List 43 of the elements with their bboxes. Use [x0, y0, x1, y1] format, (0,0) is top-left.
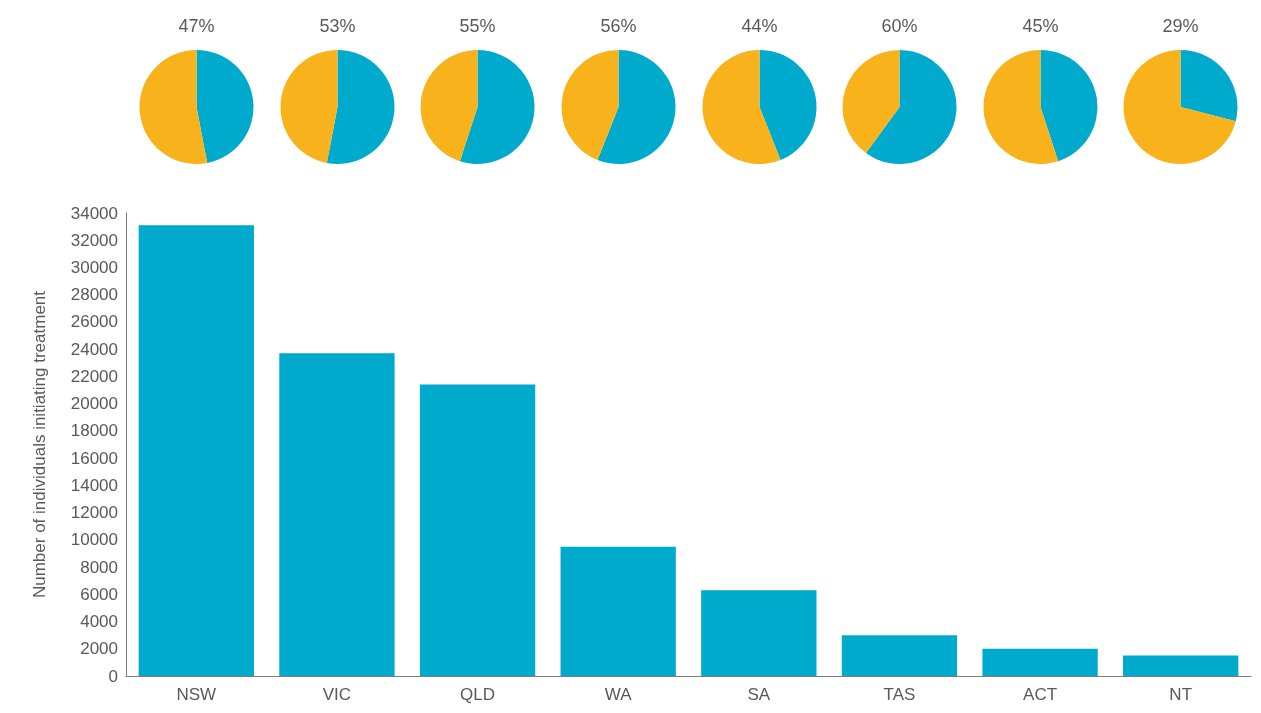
bar [138, 225, 254, 676]
y-tick-label: 26000 [70, 312, 118, 332]
y-tick-label: 14000 [70, 475, 118, 495]
y-tick-label: 12000 [70, 503, 118, 523]
y-tick-label: 4000 [80, 612, 118, 632]
y-tick-label: 0 [108, 666, 118, 686]
y-tick-label: 16000 [70, 448, 118, 468]
y-tick-label: 24000 [70, 339, 118, 359]
x-tick-label: SA [747, 685, 771, 704]
y-tick-label: 8000 [80, 557, 118, 577]
bar [1123, 655, 1239, 676]
y-tick-label: 20000 [70, 394, 118, 414]
bar [982, 648, 1098, 676]
chart-title: 60% [881, 16, 918, 36]
chart-title: 53% [319, 16, 356, 36]
y-tick-label: 32000 [70, 230, 118, 250]
y-tick-label: 34000 [70, 203, 118, 223]
bar [279, 353, 395, 676]
chart-title: 56% [600, 16, 637, 36]
bar [419, 384, 536, 676]
bar [701, 590, 817, 676]
y-tick-label: 18000 [70, 421, 118, 441]
x-tick-label: QLD [460, 685, 496, 704]
y-tick-label: 10000 [70, 530, 118, 550]
y-tick-label: 2000 [80, 639, 118, 659]
y-tick-label: 28000 [70, 285, 118, 305]
chart-title: 44% [740, 16, 778, 36]
y-tick-label: 6000 [80, 584, 118, 604]
chart-title: 29% [1162, 16, 1199, 36]
x-tick-label: ACT [1023, 685, 1058, 704]
x-tick-label: VIC [322, 685, 352, 704]
y-axis-title: Number of individuals initiating treatment [30, 290, 49, 599]
y-tick-label: 22000 [70, 366, 118, 386]
x-tick-label: NSW [176, 685, 217, 704]
x-tick-label: TAS [883, 685, 916, 704]
x-tick-label: WA [604, 685, 633, 704]
chart-title: 55% [459, 16, 496, 36]
bar [841, 635, 958, 676]
bar [560, 546, 676, 676]
y-tick-label: 30000 [70, 257, 118, 277]
chart-title: 45% [1022, 16, 1059, 36]
x-tick-label: NT [1169, 685, 1193, 704]
chart-title: 47% [178, 16, 215, 36]
